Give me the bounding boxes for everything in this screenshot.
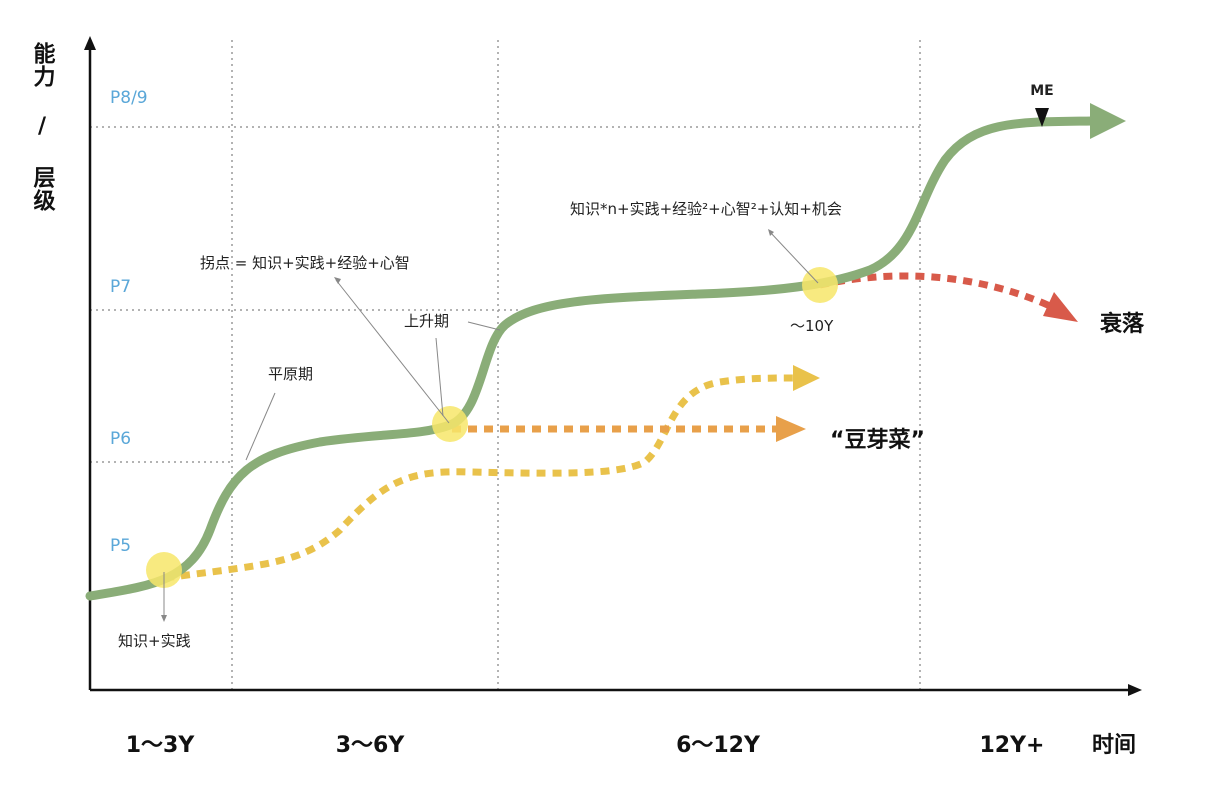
sprouts-label: “豆芽菜”: [830, 428, 925, 453]
ten-years-label: ～10Y: [790, 317, 834, 335]
level-label-p5: P5: [110, 536, 131, 556]
start-formula-label: 知识+实践: [118, 632, 191, 650]
x-axis-title: 时间: [1092, 733, 1136, 758]
y-axis-title: 能力 / 层级: [30, 41, 56, 212]
sprout-curve-low: [164, 374, 796, 582]
pointer-start-arrowhead: [161, 615, 167, 622]
pointer-inflection-arrowhead: [334, 277, 341, 284]
pointer-10y-arrowhead: [768, 229, 774, 236]
main-growth-arrowhead: [1090, 103, 1126, 139]
period-label-6-12y: 6～12Y: [676, 733, 761, 758]
decline-arrowhead: [1043, 292, 1078, 322]
pointer-inflection-rise: [435, 337, 444, 417]
period-grid-lines: [231, 40, 921, 690]
sprout-arrowhead-low: [793, 365, 820, 391]
pointer-inflection: [335, 279, 450, 424]
x-axis-arrowhead: [1128, 684, 1142, 696]
level-grid-lines: [90, 126, 920, 463]
annotation-pointers: [163, 231, 819, 618]
inflection-formula-label: 拐点 = 知识+实践+经验+心智: [200, 254, 410, 272]
main-growth-curve: [85, 116, 1097, 601]
plateau-label: 平原期: [268, 365, 313, 383]
period-label-3-6y: 3～6Y: [336, 733, 406, 758]
pointer-10y: [769, 231, 819, 284]
pointer-rise: [467, 321, 501, 331]
period-label-1-3y: 1～3Y: [126, 733, 196, 758]
decline-label: 衰落: [1099, 311, 1145, 337]
period-label-12y-plus: 12Y+: [980, 733, 1045, 758]
level-label-p7: P7: [110, 277, 131, 297]
level-label-p8: P8/9: [110, 88, 148, 108]
highlight-start: [146, 552, 182, 588]
level-label-p6: P6: [110, 429, 131, 449]
me-marker-icon: [1035, 108, 1049, 127]
sprout-arrowhead-high: [776, 416, 806, 442]
late-formula-label: 知识*n+实践+经验²+心智²+认知+机会: [570, 200, 842, 218]
axes: [88, 46, 1130, 692]
decline-curve: [819, 272, 1052, 310]
rise-label: 上升期: [404, 312, 449, 330]
pointer-plateau: [245, 392, 276, 461]
y-axis-arrowhead: [84, 36, 96, 50]
highlight-inflection: [432, 406, 468, 442]
me-label: ME: [1030, 83, 1054, 99]
